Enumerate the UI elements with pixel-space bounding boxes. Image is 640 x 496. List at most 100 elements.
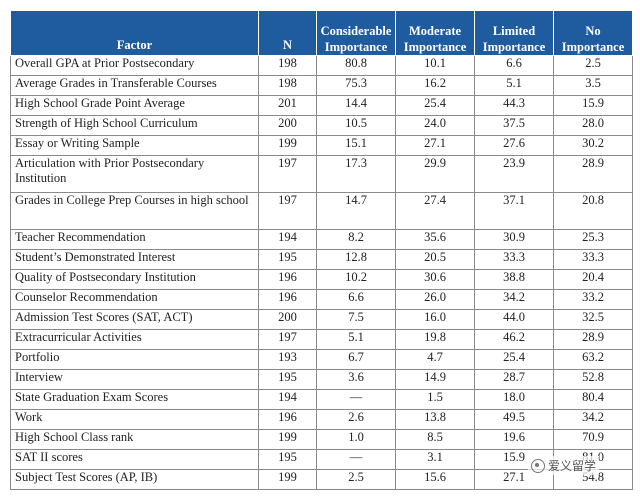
- cell-considerable: 1.0: [316, 429, 396, 450]
- cell-none: 20.4: [553, 269, 633, 290]
- cell-factor: Work: [10, 409, 259, 430]
- importance-table: Factor N Considerable Importance Moderat…: [10, 10, 633, 490]
- cell-n: 196: [258, 269, 317, 290]
- cell-considerable: 75.3: [316, 75, 396, 96]
- table-row: High School Grade Point Average 201 14.4 25…: [10, 95, 633, 116]
- importance-table-container: Factor N Considerable Importance Moderat…: [10, 10, 633, 490]
- cell-moderate: 14.9: [395, 369, 475, 390]
- cell-limited: 44.0: [474, 309, 554, 330]
- watermark: 爱义留学: [528, 456, 600, 475]
- cell-n: 194: [258, 389, 317, 410]
- cell-factor: Subject Test Scores (AP, IB): [10, 469, 259, 490]
- cell-considerable: 6.6: [316, 289, 396, 310]
- cell-limited: 19.6: [474, 429, 554, 450]
- cell-considerable: 6.7: [316, 349, 396, 370]
- cell-factor: High School Class rank: [10, 429, 259, 450]
- cell-none: 52.8: [553, 369, 633, 390]
- header-none-line1: No: [585, 24, 601, 38]
- cell-limited: 44.3: [474, 95, 554, 116]
- cell-none: 70.9: [553, 429, 633, 450]
- cell-considerable: 12.8: [316, 249, 396, 270]
- header-moderate-line2: Importance: [403, 40, 467, 54]
- cell-limited: 33.3: [474, 249, 554, 270]
- cell-moderate: 8.5: [395, 429, 475, 450]
- cell-n: 198: [258, 55, 317, 76]
- table-row: Portfolio 193 6.7 4.7 25.4 63.2: [10, 349, 633, 370]
- cell-moderate: 19.8: [395, 329, 475, 350]
- table-row: Articulation with Prior Postsecondary In…: [10, 155, 633, 193]
- cell-none: 20.8: [553, 192, 633, 230]
- cell-factor: SAT II scores: [10, 449, 259, 470]
- cell-moderate: 35.6: [395, 229, 475, 250]
- cell-limited: 37.1: [474, 192, 554, 230]
- cell-none: 63.2: [553, 349, 633, 370]
- header-none-line2: Importance: [561, 40, 625, 54]
- header-moderate-line1: Moderate: [408, 24, 462, 38]
- header-moderate: Moderate Importance: [395, 10, 475, 56]
- table-row: High School Class rank 199 1.0 8.5 19.6 70.9: [10, 429, 633, 450]
- header-limited: Limited Importance: [474, 10, 554, 56]
- header-n: N: [258, 10, 317, 56]
- table-row: Counselor Recommendation 196 6.6 26.0 34.2 33…: [10, 289, 633, 310]
- cell-n: 194: [258, 229, 317, 250]
- table-row: Subject Test Scores (AP, IB) 199 2.5 15.6 27…: [10, 469, 633, 490]
- cell-limited: 49.5: [474, 409, 554, 430]
- cell-factor: Counselor Recommendation: [10, 289, 259, 310]
- cell-factor: State Graduation Exam Scores: [10, 389, 259, 410]
- cell-moderate: 1.5: [395, 389, 475, 410]
- table-body: Overall GPA at Prior Postsecondary 198 80.…: [10, 55, 633, 490]
- header-row: Factor N Considerable Importance Moderat…: [10, 10, 633, 56]
- header-limited-line2: Importance: [482, 40, 546, 54]
- watermark-text: 爱义留学: [548, 459, 597, 473]
- cell-none: 15.9: [553, 95, 633, 116]
- cell-n: 199: [258, 135, 317, 156]
- cell-factor: Interview: [10, 369, 259, 390]
- cell-none: 25.3: [553, 229, 633, 250]
- cell-considerable: 5.1: [316, 329, 396, 350]
- cell-considerable: 80.8: [316, 55, 396, 76]
- cell-none: 30.2: [553, 135, 633, 156]
- cell-limited: 37.5: [474, 115, 554, 136]
- cell-factor: Articulation with Prior Postsecondary In…: [10, 155, 259, 193]
- cell-moderate: 4.7: [395, 349, 475, 370]
- cell-factor: Strength of High School Curriculum: [10, 115, 259, 136]
- table-row: Strength of High School Curriculum 200 10.…: [10, 115, 633, 136]
- cell-none: 28.0: [553, 115, 633, 136]
- cell-moderate: 13.8: [395, 409, 475, 430]
- cell-limited: 46.2: [474, 329, 554, 350]
- cell-moderate: 27.4: [395, 192, 475, 230]
- cell-moderate: 26.0: [395, 289, 475, 310]
- cell-limited: 28.7: [474, 369, 554, 390]
- cell-limited: 38.8: [474, 269, 554, 290]
- cell-n: 197: [258, 329, 317, 350]
- cell-moderate: 24.0: [395, 115, 475, 136]
- cell-moderate: 27.1: [395, 135, 475, 156]
- cell-considerable: 10.2: [316, 269, 396, 290]
- cell-n: 196: [258, 409, 317, 430]
- cell-none: 28.9: [553, 155, 633, 193]
- table-row: Teacher Recommendation 194 8.2 35.6 30.9 25.3: [10, 229, 633, 250]
- cell-factor: Quality of Postsecondary Institution: [10, 269, 259, 290]
- header-none: No Importance: [553, 10, 633, 56]
- header-considerable-line2: Importance: [324, 40, 388, 54]
- cell-considerable: 7.5: [316, 309, 396, 330]
- cell-factor: Grades in College Prep Courses in high s…: [10, 192, 259, 230]
- cell-factor: Teacher Recommendation: [10, 229, 259, 250]
- cell-n: 195: [258, 449, 317, 470]
- cell-considerable: 10.5: [316, 115, 396, 136]
- cell-considerable: —: [316, 389, 396, 410]
- cell-n: 195: [258, 369, 317, 390]
- cell-none: 3.5: [553, 75, 633, 96]
- cell-limited: 6.6: [474, 55, 554, 76]
- table-row: Grades in College Prep Courses in high s…: [10, 192, 633, 230]
- cell-n: 195: [258, 249, 317, 270]
- cell-moderate: 30.6: [395, 269, 475, 290]
- cell-limited: 34.2: [474, 289, 554, 310]
- cell-factor: Extracurricular Activities: [10, 329, 259, 350]
- cell-moderate: 16.2: [395, 75, 475, 96]
- cell-factor: Essay or Writing Sample: [10, 135, 259, 156]
- table-header: Factor N Considerable Importance Moderat…: [10, 10, 633, 56]
- table-row: Essay or Writing Sample 199 15.1 27.1 27.6 30…: [10, 135, 633, 156]
- header-considerable-line1: Considerable: [320, 24, 392, 38]
- table-row: Extracurricular Activities 197 5.1 19.8 46.2…: [10, 329, 633, 350]
